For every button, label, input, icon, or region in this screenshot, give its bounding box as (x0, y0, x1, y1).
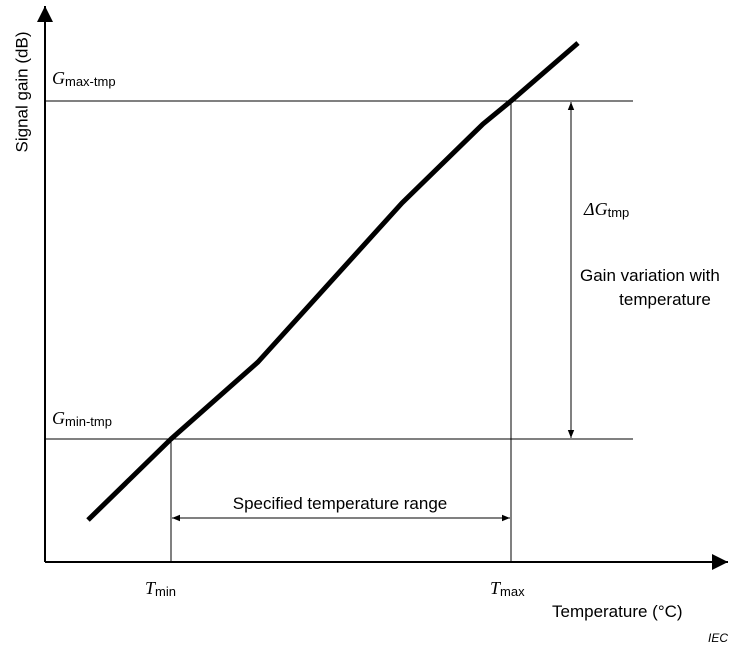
range-label: Specified temperature range (233, 494, 448, 513)
symbol: G (52, 408, 65, 428)
symbol: ΔG (583, 199, 608, 219)
subscript: max (500, 584, 525, 599)
subscript: min-tmp (65, 414, 112, 429)
source-label: IEC (708, 631, 728, 645)
symbol: T (145, 578, 157, 598)
gain-curve (86, 41, 580, 522)
t-max-label: Tmax (490, 578, 525, 599)
gain-variation-line: temperature (619, 290, 711, 309)
x-axis-label: Temperature (°C) (552, 602, 683, 621)
subscript: max-tmp (65, 74, 116, 89)
symbol: T (490, 578, 502, 598)
g-max-label: Gmax-tmp (52, 68, 116, 89)
subscript: tmp (608, 205, 630, 220)
subscript: min (155, 584, 176, 599)
g-min-label: Gmin-tmp (52, 408, 112, 429)
y-axis-label: Signal gain (dB) (12, 32, 31, 153)
gain-variation-line: Gain variation with (580, 266, 720, 285)
t-min-label: Tmin (145, 578, 176, 599)
delta-g-label: ΔGtmp (583, 199, 629, 220)
symbol: G (52, 68, 65, 88)
